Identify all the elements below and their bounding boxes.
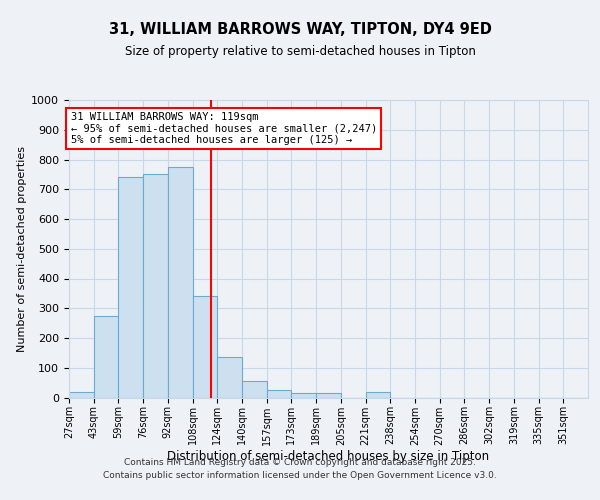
Bar	[316, 393, 341, 398]
Bar	[168, 167, 193, 398]
Bar	[143, 174, 168, 398]
Bar	[267, 390, 292, 398]
Text: Contains HM Land Registry data © Crown copyright and database right 2025.: Contains HM Land Registry data © Crown c…	[124, 458, 476, 467]
Bar	[217, 358, 242, 398]
Text: Contains public sector information licensed under the Open Government Licence v3: Contains public sector information licen…	[103, 470, 497, 480]
Bar	[118, 178, 143, 398]
Text: 31 WILLIAM BARROWS WAY: 119sqm
← 95% of semi-detached houses are smaller (2,247): 31 WILLIAM BARROWS WAY: 119sqm ← 95% of …	[71, 112, 377, 145]
Bar	[292, 393, 316, 398]
Bar	[94, 316, 118, 398]
Text: Size of property relative to semi-detached houses in Tipton: Size of property relative to semi-detach…	[125, 45, 475, 58]
Bar	[193, 296, 217, 398]
Bar	[242, 381, 267, 398]
Text: 31, WILLIAM BARROWS WAY, TIPTON, DY4 9ED: 31, WILLIAM BARROWS WAY, TIPTON, DY4 9ED	[109, 22, 491, 38]
Bar	[365, 392, 390, 398]
Y-axis label: Number of semi-detached properties: Number of semi-detached properties	[17, 146, 27, 352]
Bar	[69, 392, 94, 398]
X-axis label: Distribution of semi-detached houses by size in Tipton: Distribution of semi-detached houses by …	[167, 450, 490, 463]
